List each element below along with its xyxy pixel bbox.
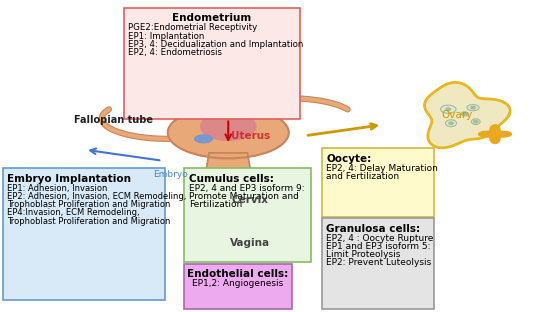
Ellipse shape bbox=[461, 112, 468, 116]
Text: Cervix: Cervix bbox=[232, 195, 269, 205]
Text: EP2, 4: Endometriosis: EP2, 4: Endometriosis bbox=[128, 48, 222, 57]
Text: Promote Maturation and: Promote Maturation and bbox=[189, 192, 299, 201]
Circle shape bbox=[474, 120, 478, 123]
Text: Endometrium: Endometrium bbox=[172, 13, 251, 23]
Text: Embryo Implantation: Embryo Implantation bbox=[7, 174, 131, 184]
Ellipse shape bbox=[471, 119, 480, 124]
Circle shape bbox=[463, 113, 467, 115]
Text: Fertilization: Fertilization bbox=[189, 200, 242, 209]
Text: EP2: Prevent Luteolysis: EP2: Prevent Luteolysis bbox=[326, 258, 431, 267]
Polygon shape bbox=[478, 125, 512, 144]
FancyBboxPatch shape bbox=[322, 218, 435, 309]
FancyBboxPatch shape bbox=[184, 168, 311, 262]
Circle shape bbox=[446, 108, 450, 110]
Text: Uterus: Uterus bbox=[230, 131, 270, 141]
Text: Cumulus cells:: Cumulus cells: bbox=[189, 174, 273, 184]
Polygon shape bbox=[425, 82, 510, 148]
Text: and Fertilization: and Fertilization bbox=[326, 172, 399, 181]
Text: PGE2:Endometrial Receptivity: PGE2:Endometrial Receptivity bbox=[128, 23, 257, 32]
Text: EP4:Invasion, ECM Remodeling,: EP4:Invasion, ECM Remodeling, bbox=[7, 208, 140, 217]
Ellipse shape bbox=[201, 112, 256, 140]
Ellipse shape bbox=[195, 135, 212, 143]
FancyBboxPatch shape bbox=[3, 168, 165, 300]
Ellipse shape bbox=[168, 107, 289, 158]
Text: Fallopian tube: Fallopian tube bbox=[74, 115, 153, 125]
Text: EP2, 4 and EP3 isoform 9:: EP2, 4 and EP3 isoform 9: bbox=[189, 184, 304, 193]
Text: Granulosa cells:: Granulosa cells: bbox=[326, 224, 420, 234]
Ellipse shape bbox=[212, 118, 243, 138]
FancyBboxPatch shape bbox=[124, 8, 300, 119]
Ellipse shape bbox=[214, 118, 244, 138]
Text: Trophoblast Proliferation and Migration: Trophoblast Proliferation and Migration bbox=[7, 217, 170, 226]
Text: Ovary: Ovary bbox=[441, 110, 472, 120]
Text: EP2, 4 : Oocyte Rupture: EP2, 4 : Oocyte Rupture bbox=[326, 234, 433, 243]
Text: EP1 and EP3 isoform 5:: EP1 and EP3 isoform 5: bbox=[326, 242, 431, 251]
Text: Limit Proteolysis: Limit Proteolysis bbox=[326, 250, 400, 259]
FancyBboxPatch shape bbox=[184, 264, 292, 309]
Ellipse shape bbox=[446, 120, 456, 127]
Circle shape bbox=[471, 106, 475, 109]
Text: EP1,2: Angiogenesis: EP1,2: Angiogenesis bbox=[192, 279, 283, 288]
Text: EP2, 4: Delay Maturation: EP2, 4: Delay Maturation bbox=[326, 164, 438, 173]
Text: Endothelial cells:: Endothelial cells: bbox=[187, 269, 289, 279]
Ellipse shape bbox=[467, 105, 479, 111]
Polygon shape bbox=[202, 198, 255, 261]
FancyBboxPatch shape bbox=[322, 148, 435, 217]
Text: Oocyte:: Oocyte: bbox=[326, 154, 371, 164]
Text: EP1: Implantation: EP1: Implantation bbox=[128, 32, 205, 41]
Text: Vagina: Vagina bbox=[230, 238, 270, 248]
Text: EP1: Adhesion, Invasion: EP1: Adhesion, Invasion bbox=[7, 184, 108, 193]
Text: EP3, 4: Decidualization and Implantation: EP3, 4: Decidualization and Implantation bbox=[128, 40, 304, 49]
Ellipse shape bbox=[441, 105, 456, 113]
Text: Embryo: Embryo bbox=[153, 170, 188, 179]
Text: Trophoblast Proliferation and Migration: Trophoblast Proliferation and Migration bbox=[7, 200, 170, 209]
Circle shape bbox=[449, 122, 453, 124]
Polygon shape bbox=[204, 153, 253, 197]
Text: EP2: Adhesion, Invasion, ECM Remodeling,: EP2: Adhesion, Invasion, ECM Remodeling, bbox=[7, 192, 186, 201]
